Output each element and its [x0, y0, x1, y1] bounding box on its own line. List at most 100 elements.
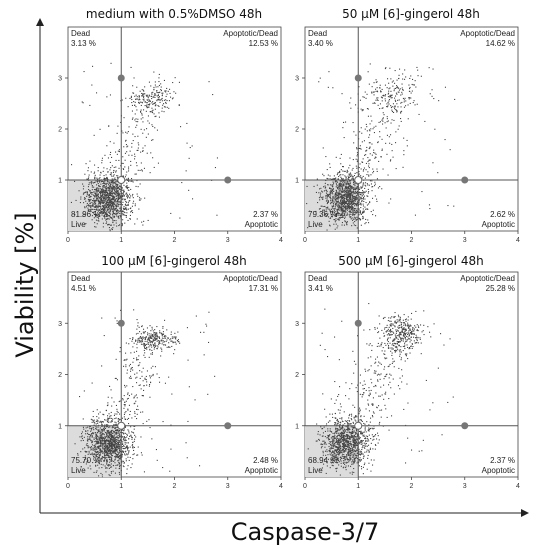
- scatter-point: [361, 141, 363, 143]
- scatter-point: [112, 204, 114, 206]
- scatter-point: [431, 89, 433, 91]
- scatter-point: [159, 332, 161, 334]
- scatter-point: [100, 200, 102, 202]
- scatter-point: [110, 202, 112, 204]
- scatter-point: [359, 198, 361, 200]
- scatter-point: [109, 230, 111, 232]
- scatter-point: [368, 167, 370, 169]
- scatter-point: [148, 419, 150, 421]
- scatter-point: [124, 453, 126, 455]
- scatter-point: [321, 205, 323, 207]
- scatter-point: [349, 191, 351, 193]
- scatter-point: [121, 99, 123, 101]
- scatter-point: [131, 180, 133, 182]
- scatter-point: [346, 198, 348, 200]
- scatter-point: [323, 440, 325, 442]
- scatter-point: [136, 397, 138, 399]
- scatter-point: [131, 431, 133, 433]
- scatter-point: [351, 201, 353, 203]
- gate-handle-right[interactable]: [224, 422, 232, 430]
- scatter-point: [105, 190, 107, 192]
- gate-handle-top[interactable]: [117, 319, 125, 327]
- gate-handle-center[interactable]: [117, 176, 126, 184]
- scatter-point: [334, 181, 336, 183]
- scatter-point: [363, 431, 365, 433]
- scatter-point: [169, 88, 171, 90]
- scatter-point: [117, 446, 119, 448]
- scatter-point: [94, 213, 96, 215]
- scatter-point: [113, 445, 115, 447]
- scatter-point: [337, 214, 339, 216]
- scatter-point: [108, 211, 110, 213]
- scatter-point: [125, 144, 127, 146]
- scatter-point: [334, 417, 336, 419]
- scatter-point: [155, 332, 157, 334]
- scatter-point: [141, 326, 143, 328]
- scatter-point: [368, 222, 370, 224]
- scatter-point: [325, 197, 327, 199]
- scatter-point: [94, 222, 96, 224]
- scatter-point: [121, 443, 123, 445]
- gate-handle-center[interactable]: [117, 421, 126, 430]
- scatter-point: [90, 202, 92, 204]
- scatter-point: [105, 451, 107, 453]
- gate-handle-right[interactable]: [224, 176, 232, 184]
- scatter-point: [130, 370, 132, 372]
- scatter-point: [142, 121, 144, 123]
- scatter-point: [123, 428, 125, 430]
- scatter-point: [126, 132, 128, 134]
- scatter-point: [356, 197, 358, 199]
- scatter-point: [341, 198, 343, 200]
- scatter-point: [132, 193, 134, 195]
- scatter-point: [107, 200, 109, 202]
- scatter-point: [332, 211, 334, 213]
- scatter-point: [143, 167, 145, 169]
- scatter-point: [343, 436, 345, 438]
- gate-handle-top[interactable]: [117, 74, 125, 82]
- scatter-point: [355, 219, 357, 221]
- scatter-point: [111, 442, 113, 444]
- scatter-point: [368, 427, 370, 429]
- scatter-point: [115, 192, 117, 194]
- scatter-point: [339, 180, 341, 182]
- scatter-point: [113, 212, 115, 214]
- scatter-point: [353, 208, 355, 210]
- scatter-point: [340, 163, 342, 165]
- scatter-point: [100, 181, 102, 183]
- scatter-point: [390, 107, 392, 109]
- scatter-point: [109, 198, 111, 200]
- scatter-point: [113, 443, 115, 445]
- scatter-point: [104, 201, 106, 203]
- scatter-point: [367, 192, 369, 194]
- scatter-point: [134, 101, 136, 103]
- scatter-point: [189, 147, 191, 149]
- scatter-point: [91, 429, 93, 431]
- scatter-point: [113, 142, 115, 144]
- scatter-point: [109, 188, 111, 190]
- scatter-point: [109, 459, 111, 461]
- scatter-point: [92, 447, 94, 449]
- scatter-point: [148, 104, 150, 106]
- scatter-point: [128, 377, 130, 379]
- scatter-point: [101, 214, 103, 216]
- gate-handle-top[interactable]: [354, 74, 362, 82]
- scatter-point: [126, 358, 128, 360]
- scatter-point: [132, 85, 134, 87]
- scatter-point: [111, 441, 113, 443]
- scatter-point: [438, 100, 440, 102]
- scatter-point: [139, 362, 141, 364]
- scatter-point: [332, 178, 334, 180]
- scatter-point: [99, 197, 101, 199]
- scatter-point: [345, 456, 347, 458]
- scatter-point: [387, 120, 389, 122]
- scatter-point: [367, 188, 369, 190]
- gate-handle-right[interactable]: [461, 176, 469, 184]
- scatter-point: [118, 167, 120, 169]
- scatter-point: [123, 191, 125, 193]
- scatter-point: [345, 194, 347, 196]
- scatter-point: [114, 438, 116, 440]
- scatter-point: [106, 221, 108, 223]
- scatter-point: [133, 396, 135, 398]
- gate-handle-center[interactable]: [354, 176, 363, 184]
- scatter-point: [395, 142, 397, 144]
